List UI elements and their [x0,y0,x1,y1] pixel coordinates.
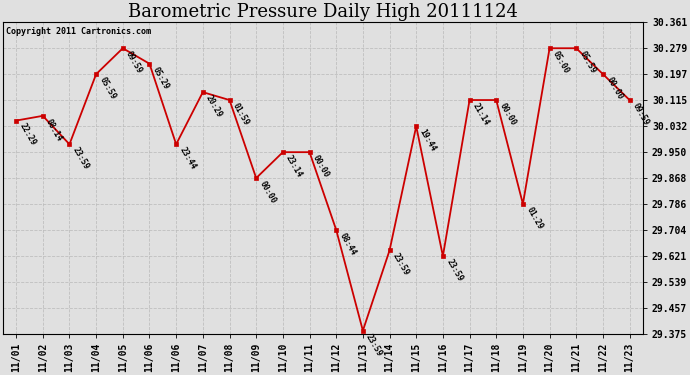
Text: 05:00: 05:00 [551,50,571,75]
Title: Barometric Pressure Daily High 20111124: Barometric Pressure Daily High 20111124 [128,3,518,21]
Text: 00:00: 00:00 [497,101,518,127]
Text: 05:29: 05:29 [151,65,171,91]
Text: 08:14: 08:14 [44,117,64,143]
Text: 20:29: 20:29 [204,93,224,119]
Text: 00:00: 00:00 [257,180,277,205]
Text: 08:44: 08:44 [337,231,357,257]
Text: 09:59: 09:59 [124,50,144,75]
Text: 23:59: 23:59 [71,146,91,171]
Text: 21:14: 21:14 [471,101,491,127]
Text: 23:14: 23:14 [284,153,304,179]
Text: 23:59: 23:59 [391,252,411,278]
Text: 05:59: 05:59 [97,75,117,101]
Text: 00:00: 00:00 [311,153,331,179]
Text: 09:59: 09:59 [631,101,651,127]
Text: 23:59: 23:59 [364,332,384,358]
Text: 22:29: 22:29 [17,122,37,148]
Text: 01:29: 01:29 [524,206,544,231]
Text: 19:44: 19:44 [417,128,437,153]
Text: 05:59: 05:59 [578,50,598,75]
Text: 01:59: 01:59 [231,101,251,127]
Text: 23:44: 23:44 [177,146,197,171]
Text: 00:00: 00:00 [604,75,624,101]
Text: Copyright 2011 Cartronics.com: Copyright 2011 Cartronics.com [6,27,151,36]
Text: 23:59: 23:59 [444,258,464,283]
